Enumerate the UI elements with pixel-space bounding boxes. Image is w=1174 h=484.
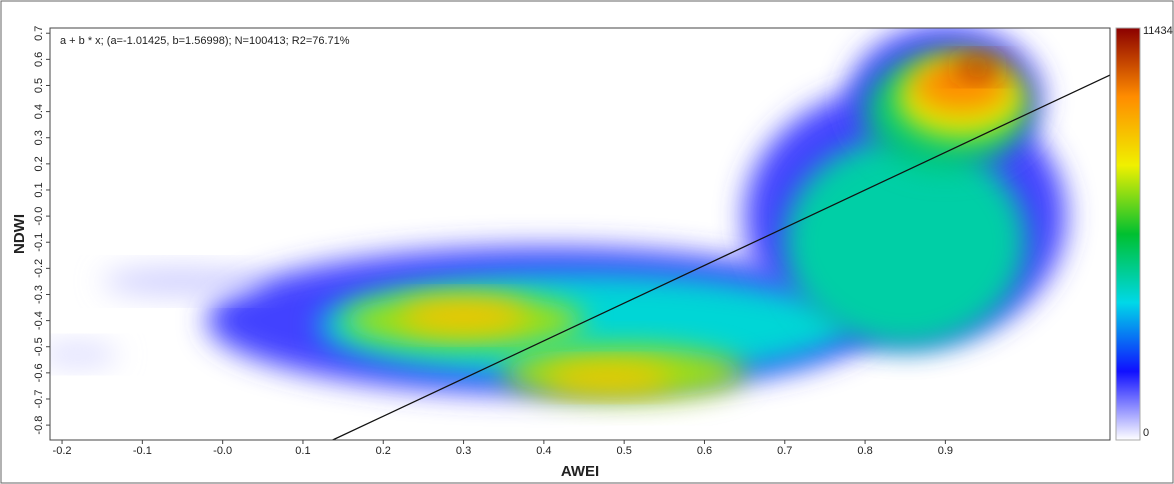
- x-tick-label: 0.4: [536, 445, 551, 457]
- y-axis-title: NDWI: [11, 214, 28, 254]
- x-tick-label: 0.2: [376, 445, 391, 457]
- density-blob: [953, 56, 1002, 78]
- y-tick-label: 0.2: [33, 156, 45, 171]
- annotation: a + b * x; (a=-1.01425, b=1.56998); N=10…: [60, 35, 350, 47]
- y-tick-label: -0.4: [33, 311, 45, 330]
- y-tick-label: 0.4: [33, 104, 45, 119]
- fit-line: [332, 74, 1110, 440]
- x-tick-label: 0.9: [938, 445, 953, 457]
- y-tick-label: -0.6: [33, 363, 45, 382]
- plot-frame: [49, 27, 1111, 441]
- x-tick-label: 0.7: [777, 445, 792, 457]
- density-layer: [50, 28, 1110, 440]
- y-tick-label: 0.6: [33, 52, 45, 67]
- x-tick-label: 0.8: [857, 445, 872, 457]
- density-blob: [784, 137, 1026, 347]
- y-tick-label: -0.7: [33, 389, 45, 408]
- density-blob: [543, 365, 673, 392]
- y-tick-label: -0.1: [33, 233, 45, 252]
- x-tick-label: -0.2: [53, 445, 72, 457]
- y-tick-label: 0.7: [33, 26, 45, 41]
- density-blob: [50, 344, 119, 366]
- y-tick-label: 0.3: [33, 130, 45, 145]
- y-tick-label: -0.2: [33, 259, 45, 278]
- x-tick-label: 0.5: [617, 445, 632, 457]
- y-tick-label: -0.3: [33, 285, 45, 304]
- colorbar: [1115, 27, 1141, 441]
- y-tick-label: -0.5: [33, 337, 45, 356]
- y-tick-label: -0.8: [33, 416, 45, 435]
- x-tick-label: 0.1: [295, 445, 310, 457]
- x-tick-label: -0.1: [133, 445, 152, 457]
- x-tick-label: -0.0: [213, 445, 232, 457]
- x-axis-title: AWEI: [561, 463, 599, 480]
- y-tick-label: 0.1: [33, 182, 45, 197]
- y-tick-label: 0.5: [33, 78, 45, 93]
- density-blob: [399, 299, 528, 332]
- colorbar-max: 11434: [1143, 25, 1173, 37]
- x-tick-label: 0.6: [697, 445, 712, 457]
- density-blob: [102, 268, 263, 295]
- y-tick-label: -0.0: [33, 207, 45, 226]
- colorbar-min: 0: [1143, 427, 1149, 439]
- x-tick-label: 0.3: [456, 445, 471, 457]
